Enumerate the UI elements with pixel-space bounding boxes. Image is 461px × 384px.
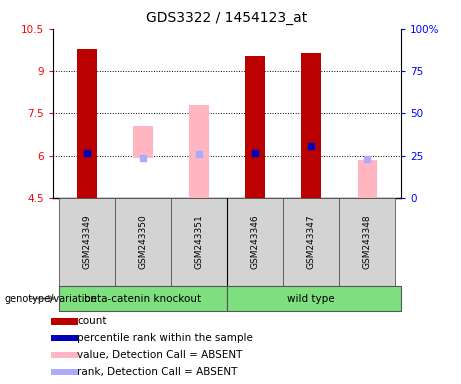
Bar [51, 352, 78, 358]
Bar [59, 198, 115, 286]
Bar [133, 126, 153, 158]
Text: GSM243351: GSM243351 [195, 215, 203, 269]
Bar [358, 160, 377, 198]
Bar [171, 198, 227, 286]
Text: GSM243348: GSM243348 [363, 215, 372, 269]
Text: GSM243350: GSM243350 [138, 215, 148, 269]
Text: beta-catenin knockout: beta-catenin knockout [84, 293, 201, 304]
Text: GSM243347: GSM243347 [307, 215, 316, 269]
Bar [51, 335, 78, 341]
Bar [301, 53, 321, 198]
Bar [115, 198, 171, 286]
Bar [227, 198, 283, 286]
Title: GDS3322 / 1454123_at: GDS3322 / 1454123_at [147, 11, 307, 25]
Bar [77, 48, 96, 198]
Text: GSM243349: GSM243349 [82, 215, 91, 269]
Text: wild type: wild type [288, 293, 335, 304]
Text: count: count [77, 316, 106, 326]
Text: rank, Detection Call = ABSENT: rank, Detection Call = ABSENT [77, 367, 237, 377]
Text: GSM243346: GSM243346 [251, 215, 260, 269]
Bar [339, 198, 396, 286]
Bar [283, 198, 339, 286]
Bar [245, 56, 265, 198]
Bar [51, 318, 78, 324]
Text: percentile rank within the sample: percentile rank within the sample [77, 333, 253, 343]
Bar [51, 369, 78, 375]
Bar [59, 286, 227, 311]
Bar [227, 286, 401, 311]
Bar [189, 105, 209, 198]
Text: value, Detection Call = ABSENT: value, Detection Call = ABSENT [77, 350, 242, 360]
Text: genotype/variation: genotype/variation [5, 293, 97, 304]
